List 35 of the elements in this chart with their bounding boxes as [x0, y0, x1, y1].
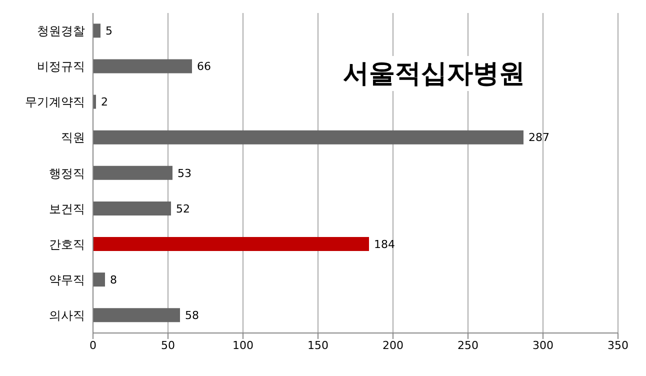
- x-tick-label: 350: [608, 338, 628, 352]
- y-tick-label: 보건직: [49, 202, 85, 216]
- x-tick-label: 50: [161, 338, 175, 352]
- bar: [93, 201, 171, 216]
- y-tick-label: 간호직: [49, 237, 85, 252]
- data-label: 52: [176, 202, 190, 216]
- data-label: 66: [197, 60, 211, 74]
- x-tick-label: 250: [458, 338, 478, 352]
- data-label: 53: [178, 166, 192, 180]
- bar: [93, 308, 180, 322]
- bar: [93, 166, 172, 180]
- y-tick-label: 무기계약직: [25, 95, 85, 110]
- bar: [93, 59, 192, 74]
- y-tick-label: 청원경찰: [37, 24, 85, 38]
- bar: [93, 24, 100, 38]
- y-tick-label: 직원: [61, 130, 85, 145]
- data-label: 5: [106, 24, 112, 38]
- y-tick-label: 비정규직: [37, 60, 85, 74]
- y-tick-label: 약무직: [49, 272, 85, 287]
- bar: [93, 237, 369, 251]
- bar: [93, 130, 524, 144]
- x-tick-label: 0: [90, 338, 96, 352]
- x-tick-label: 100: [232, 338, 254, 352]
- data-label: 184: [374, 238, 395, 251]
- bar: [93, 272, 105, 287]
- y-tick-label: 행정직: [49, 166, 85, 180]
- text: 서울적십자병원: [343, 56, 525, 91]
- data-label: 8: [110, 273, 117, 286]
- data-label: 58: [185, 309, 199, 322]
- data-label: 287: [528, 131, 550, 144]
- x-tick-label: 200: [382, 338, 404, 352]
- y-tick-label: 의사직: [49, 308, 85, 322]
- data-label: 2: [101, 96, 108, 109]
- x-tick-label: 150: [308, 338, 328, 352]
- x-tick-label: 300: [532, 338, 554, 352]
